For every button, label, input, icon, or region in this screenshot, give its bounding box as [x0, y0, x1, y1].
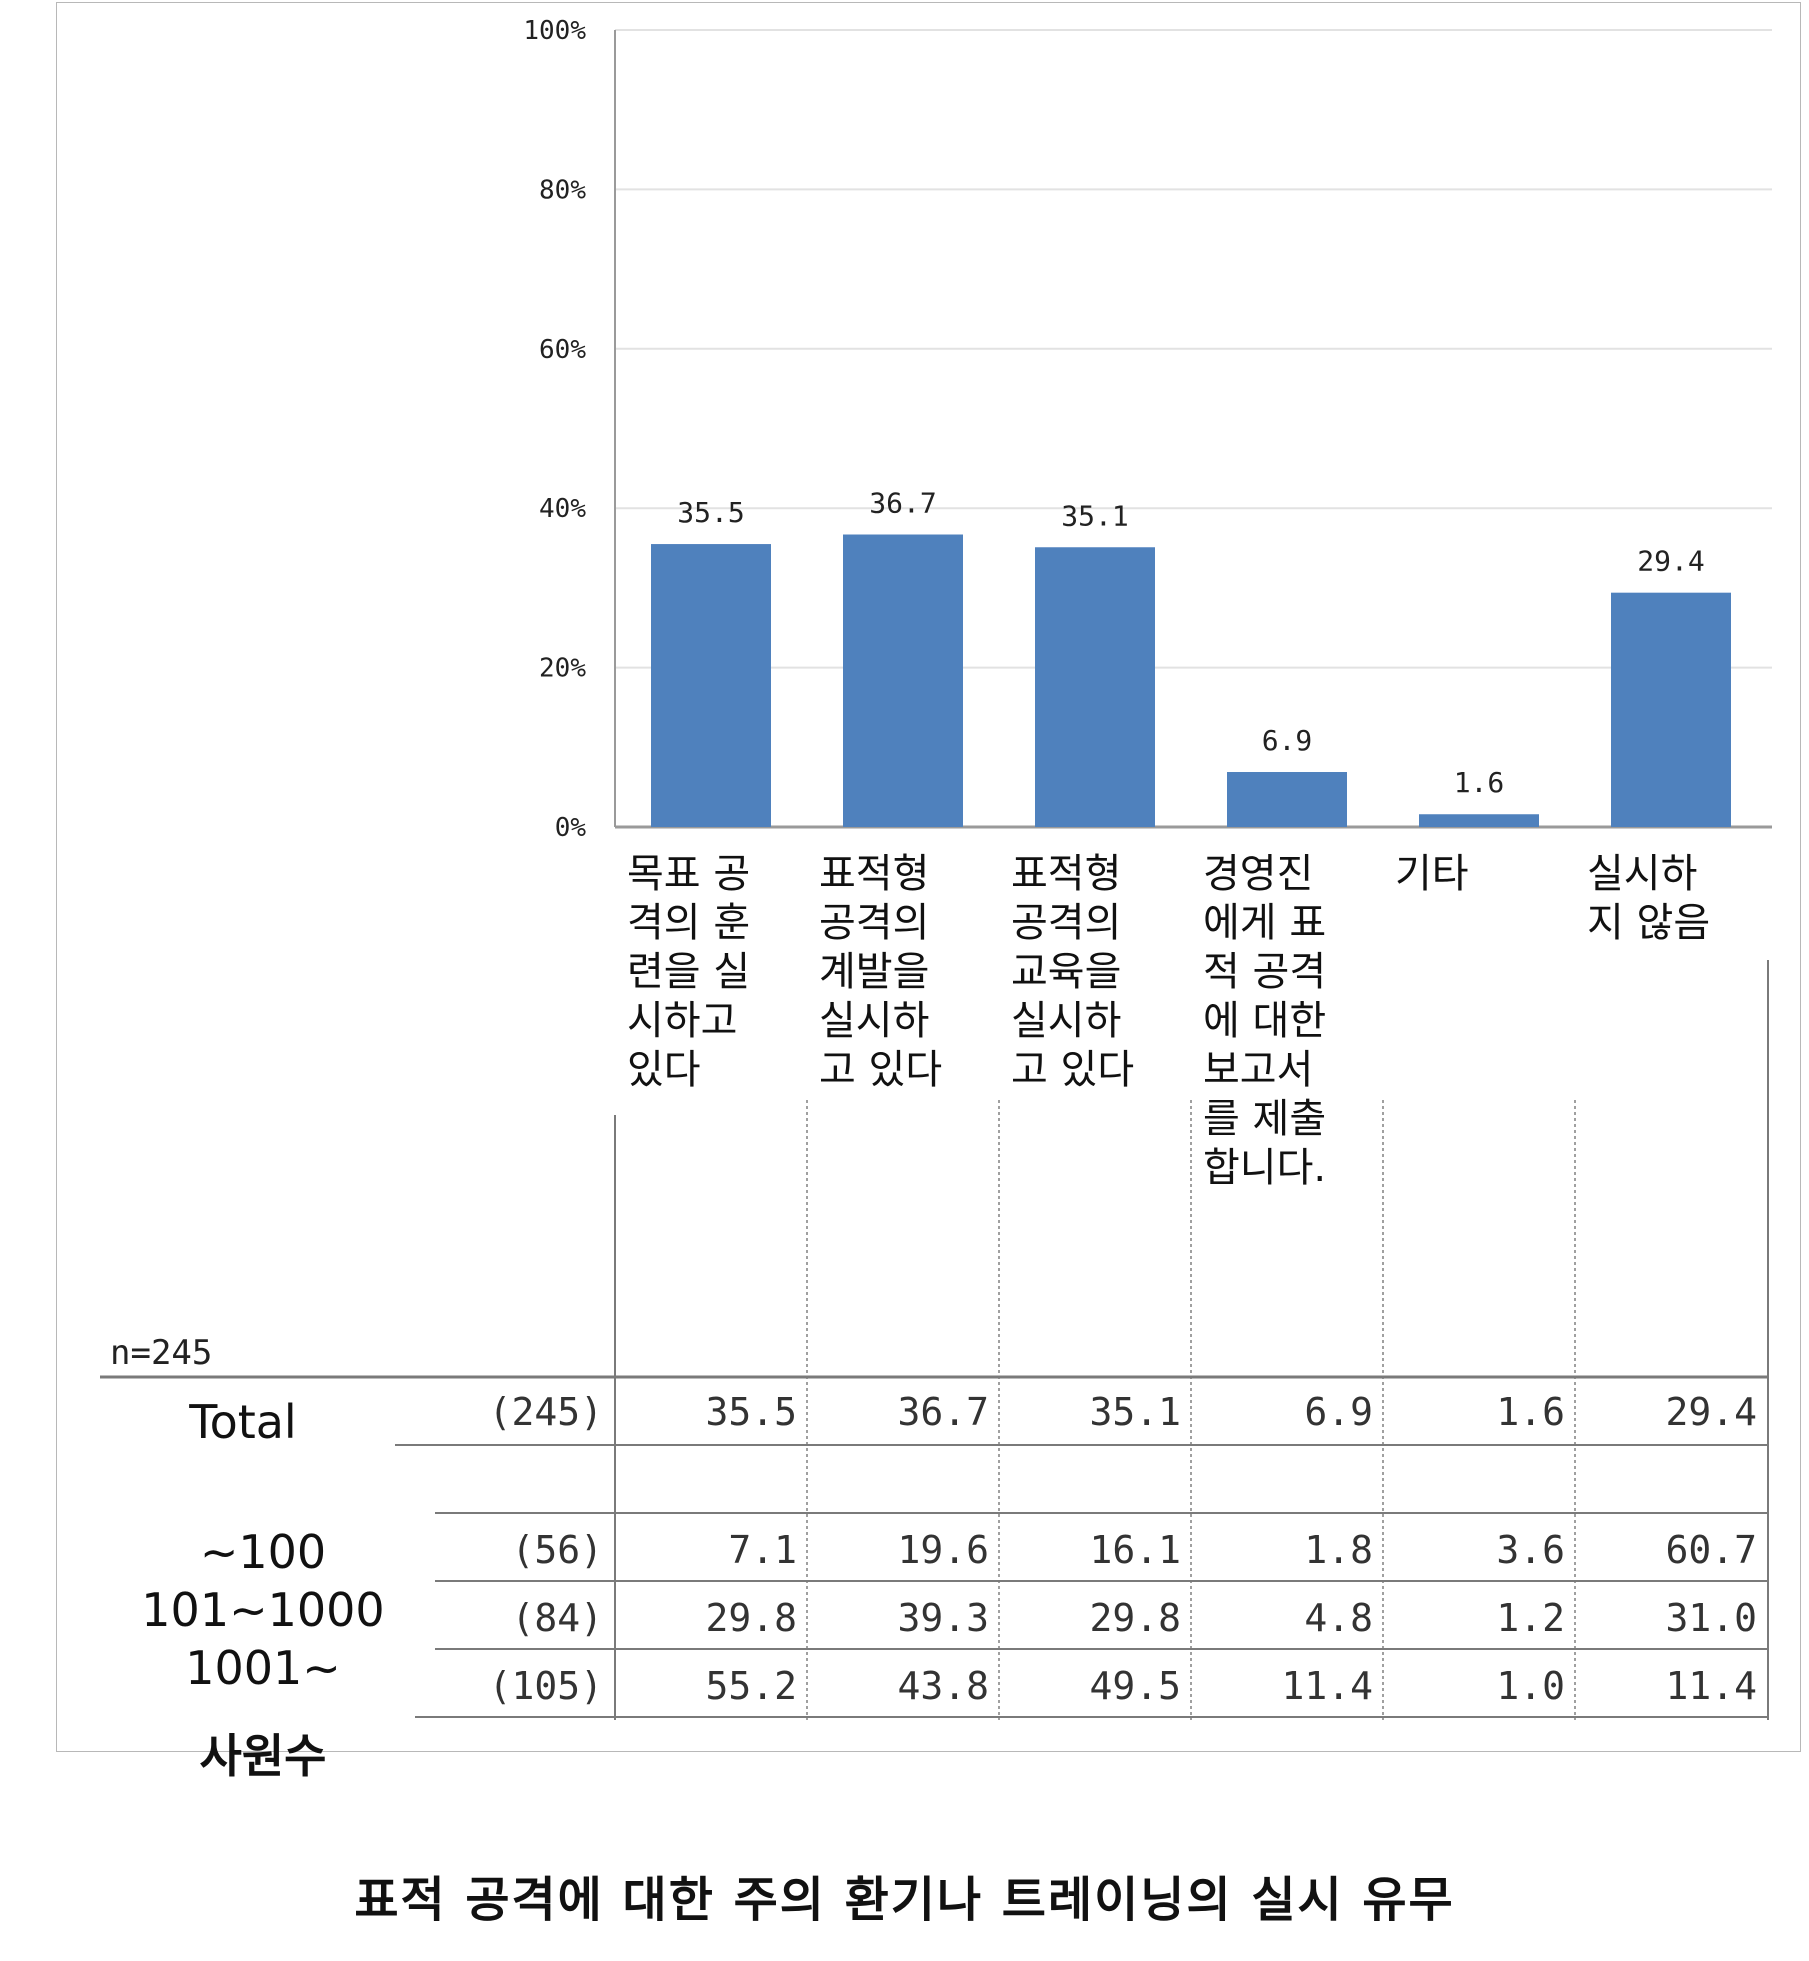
category-label: 를 제출	[1203, 1096, 1326, 1142]
category-label: 공격의	[1011, 900, 1121, 946]
bar	[1035, 547, 1155, 827]
y-tick-label: 40%	[539, 494, 586, 524]
row-cell: 49.5	[1089, 1664, 1181, 1708]
row-count: (105)	[489, 1664, 603, 1708]
total-cell: 6.9	[1304, 1390, 1373, 1434]
row-cell: 1.0	[1496, 1664, 1565, 1708]
y-tick-label: 20%	[539, 654, 586, 684]
category-label: 지 않음	[1587, 900, 1710, 946]
category-label: 합니다.	[1203, 1145, 1326, 1191]
row-cell: 11.4	[1281, 1664, 1373, 1708]
n-label: n=245	[110, 1333, 212, 1373]
row-cell: 55.2	[705, 1664, 797, 1708]
category-label: 경영진	[1203, 851, 1313, 897]
row-count: (84)	[511, 1596, 603, 1640]
data-label: 1.6	[1454, 766, 1505, 799]
data-label: 6.9	[1262, 724, 1313, 757]
category-label: 실시하	[1011, 998, 1121, 1044]
row-cell: 4.8	[1304, 1596, 1373, 1640]
category-label: 적 공격	[1203, 949, 1326, 995]
category-label: 격의 훈	[627, 900, 750, 946]
bar	[651, 544, 771, 827]
total-cell: 36.7	[897, 1390, 989, 1434]
row-cell: 39.3	[897, 1596, 989, 1640]
category-label: 표적형	[1011, 851, 1121, 897]
row-cell: 19.6	[897, 1528, 989, 1572]
data-label: 35.1	[1061, 499, 1128, 532]
category-label: 에게 표	[1203, 900, 1326, 946]
category-label: 실시하	[819, 998, 929, 1044]
category-label: 기타	[1395, 851, 1469, 897]
category-label: 고 있다	[819, 1047, 942, 1093]
category-label: 있다	[627, 1047, 701, 1093]
category-label: 보고서	[1203, 1047, 1313, 1093]
group-label: 사원수	[200, 1729, 327, 1783]
row-cell: 43.8	[897, 1664, 989, 1708]
row-cell: 3.6	[1496, 1528, 1565, 1572]
y-tick-label: 60%	[539, 335, 586, 365]
category-label: 공격의	[819, 900, 929, 946]
row-label: 1001~	[185, 1641, 341, 1695]
data-label: 35.5	[677, 496, 744, 529]
total-cell: 35.5	[705, 1390, 797, 1434]
y-tick-label: 100%	[523, 16, 586, 46]
bar	[843, 534, 963, 827]
category-label: 고 있다	[1011, 1047, 1134, 1093]
total-cell: 1.6	[1496, 1390, 1565, 1434]
category-label: 표적형	[819, 851, 929, 897]
total-count: (245)	[489, 1390, 603, 1434]
category-label: 련을 실	[627, 949, 750, 995]
row-cell: 7.1	[728, 1528, 797, 1572]
category-label: 교육을	[1011, 949, 1121, 995]
total-cell: 35.1	[1089, 1390, 1181, 1434]
bar	[1611, 592, 1731, 827]
row-cell: 29.8	[1089, 1596, 1181, 1640]
bar	[1419, 814, 1539, 827]
total-label: Total	[188, 1395, 296, 1449]
bar	[1227, 772, 1347, 827]
row-count: (56)	[511, 1528, 603, 1572]
y-tick-label: 0%	[555, 813, 587, 843]
row-cell: 1.2	[1496, 1596, 1565, 1640]
data-label: 29.4	[1637, 545, 1704, 578]
data-label: 36.7	[869, 487, 936, 520]
category-label: 시하고	[627, 998, 737, 1044]
row-label: 101~1000	[141, 1583, 384, 1637]
row-cell: 60.7	[1665, 1528, 1757, 1572]
row-cell: 31.0	[1665, 1596, 1757, 1640]
row-cell: 1.8	[1304, 1528, 1373, 1572]
row-cell: 29.8	[705, 1596, 797, 1640]
category-label: 계발을	[819, 949, 929, 995]
y-tick-label: 80%	[539, 175, 586, 205]
chart-frame	[56, 2, 1801, 1752]
row-label: ~100	[200, 1525, 326, 1579]
row-cell: 16.1	[1089, 1528, 1181, 1572]
category-label: 에 대한	[1203, 998, 1326, 1044]
row-cell: 11.4	[1665, 1664, 1757, 1708]
category-label: 실시하	[1587, 851, 1697, 897]
category-label: 목표 공	[627, 851, 750, 897]
total-cell: 29.4	[1665, 1390, 1757, 1434]
chart-caption: 표적 공격에 대한 주의 환기나 트레이닝의 실시 유무	[354, 1872, 1455, 1928]
